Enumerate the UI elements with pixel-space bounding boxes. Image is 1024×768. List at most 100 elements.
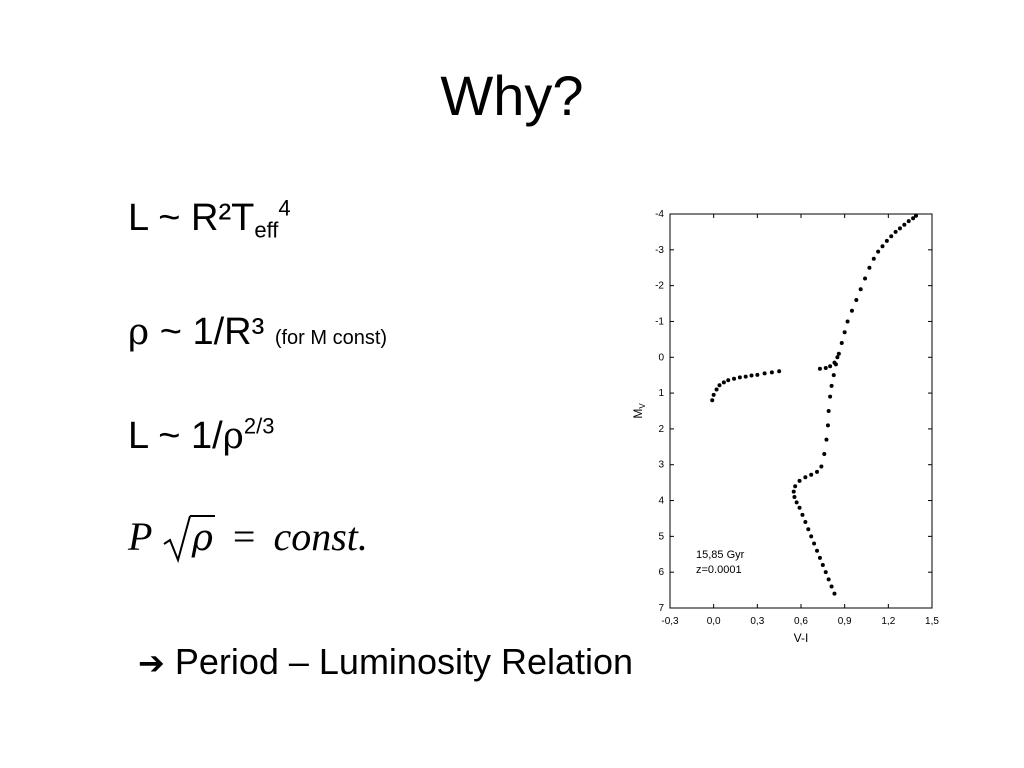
data-point — [826, 409, 831, 413]
equation-note: (for M const) — [274, 327, 388, 349]
data-point — [749, 373, 754, 378]
plot-annotation: z=0.0001 — [696, 564, 742, 576]
data-point — [717, 383, 722, 388]
data-point — [825, 423, 830, 428]
equation-luminosity-density: L ~ 1/ρ2/3 — [128, 414, 275, 459]
data-point — [832, 360, 837, 365]
data-point — [793, 484, 798, 489]
superscript-two-thirds: 2/3 — [243, 413, 275, 439]
x-tick-label: 1,5 — [925, 616, 939, 627]
data-point — [831, 373, 836, 378]
x-tick-label: 0,6 — [794, 616, 808, 627]
y-tick-label: 0 — [658, 352, 664, 363]
data-point — [863, 276, 868, 281]
data-point — [721, 380, 726, 385]
data-point — [876, 249, 881, 254]
plot-annotation: 15,85 Gyr — [696, 549, 745, 561]
y-tick-label: 3 — [658, 460, 664, 471]
data-point — [842, 330, 847, 335]
data-point — [806, 527, 811, 532]
y-tick-label: 6 — [658, 567, 664, 578]
y-tick-label: 4 — [658, 496, 664, 507]
data-point — [824, 437, 829, 442]
data-point — [867, 265, 872, 270]
data-point — [913, 213, 918, 218]
data-point — [897, 226, 902, 231]
data-point — [777, 369, 782, 374]
equation-luminosity-radius-temperature: L ~ R²Teff4 — [128, 195, 291, 241]
x-tick-label: 0,9 — [838, 616, 852, 627]
y-tick-label: 1 — [658, 388, 664, 399]
y-tick-label: -1 — [655, 316, 664, 327]
data-point — [800, 512, 805, 517]
equation-rhs: ~ 1/R³ — [149, 311, 275, 353]
data-point — [762, 371, 767, 376]
data-point — [815, 469, 820, 474]
y-tick-label: 2 — [658, 424, 664, 435]
data-point — [823, 366, 828, 371]
data-point — [791, 489, 796, 494]
data-point — [854, 297, 859, 302]
data-point — [819, 464, 824, 469]
data-point — [797, 505, 802, 510]
data-point — [769, 370, 774, 375]
data-point — [726, 378, 731, 383]
x-tick-label: -0,3 — [661, 616, 679, 627]
y-tick-label: -2 — [655, 281, 664, 292]
data-point — [829, 383, 834, 388]
equals-sign: = — [232, 514, 256, 559]
data-point — [826, 577, 831, 582]
data-point — [871, 256, 876, 261]
period-density-formula: P ρ = const. — [128, 512, 368, 564]
const-text: const. — [273, 514, 368, 559]
data-point — [849, 308, 854, 313]
data-point — [906, 219, 911, 224]
data-point — [714, 387, 719, 392]
conclusion-text: Period – Luminosity Relation — [174, 641, 634, 682]
data-point — [835, 355, 840, 360]
slide-title: Why? — [440, 64, 584, 127]
data-point — [893, 229, 898, 234]
data-point — [880, 244, 885, 249]
data-point — [755, 372, 760, 377]
x-axis-label: V-I — [794, 631, 809, 645]
data-point — [836, 351, 841, 356]
data-point — [732, 376, 737, 381]
data-point — [737, 375, 742, 380]
data-point — [839, 340, 844, 345]
data-point — [911, 216, 916, 221]
data-point — [823, 570, 828, 575]
data-point — [828, 394, 833, 399]
data-point — [809, 534, 814, 539]
equation-lhs: L ~ R²T — [128, 197, 255, 239]
data-point — [822, 451, 827, 456]
data-point — [797, 478, 802, 483]
rho-symbol: ρ — [222, 416, 244, 457]
y-tick-label: 5 — [658, 531, 664, 542]
x-tick-label: 0,0 — [707, 616, 721, 627]
superscript-four: 4 — [278, 195, 291, 221]
data-point — [710, 398, 715, 403]
conclusion-bullet: ➔ Period – Luminosity Relation — [138, 640, 633, 685]
y-tick-label: -4 — [655, 209, 664, 220]
data-point — [817, 555, 822, 560]
data-point — [809, 472, 814, 477]
data-point — [858, 287, 863, 292]
data-point — [889, 234, 894, 239]
y-axis-label: MV — [631, 403, 647, 419]
square-root-icon — [163, 515, 191, 564]
data-point — [884, 238, 889, 243]
data-point — [803, 475, 808, 480]
data-point — [812, 541, 817, 546]
data-point — [792, 494, 797, 499]
data-point — [828, 364, 833, 369]
data-point — [832, 591, 837, 596]
period-symbol: P — [128, 514, 152, 559]
data-point — [845, 319, 850, 324]
y-tick-label: -3 — [655, 245, 664, 256]
data-point — [794, 500, 799, 505]
color-magnitude-diagram: -0,3 0,0 0,3 0,6 0,9 1,2 1,5 -4 -3 -2 -1 0 1 2 3 4 5 6 7 V-… — [631, 209, 939, 645]
rho-symbol: ρ — [191, 518, 213, 559]
data-point — [815, 548, 820, 553]
data-point — [829, 584, 834, 589]
